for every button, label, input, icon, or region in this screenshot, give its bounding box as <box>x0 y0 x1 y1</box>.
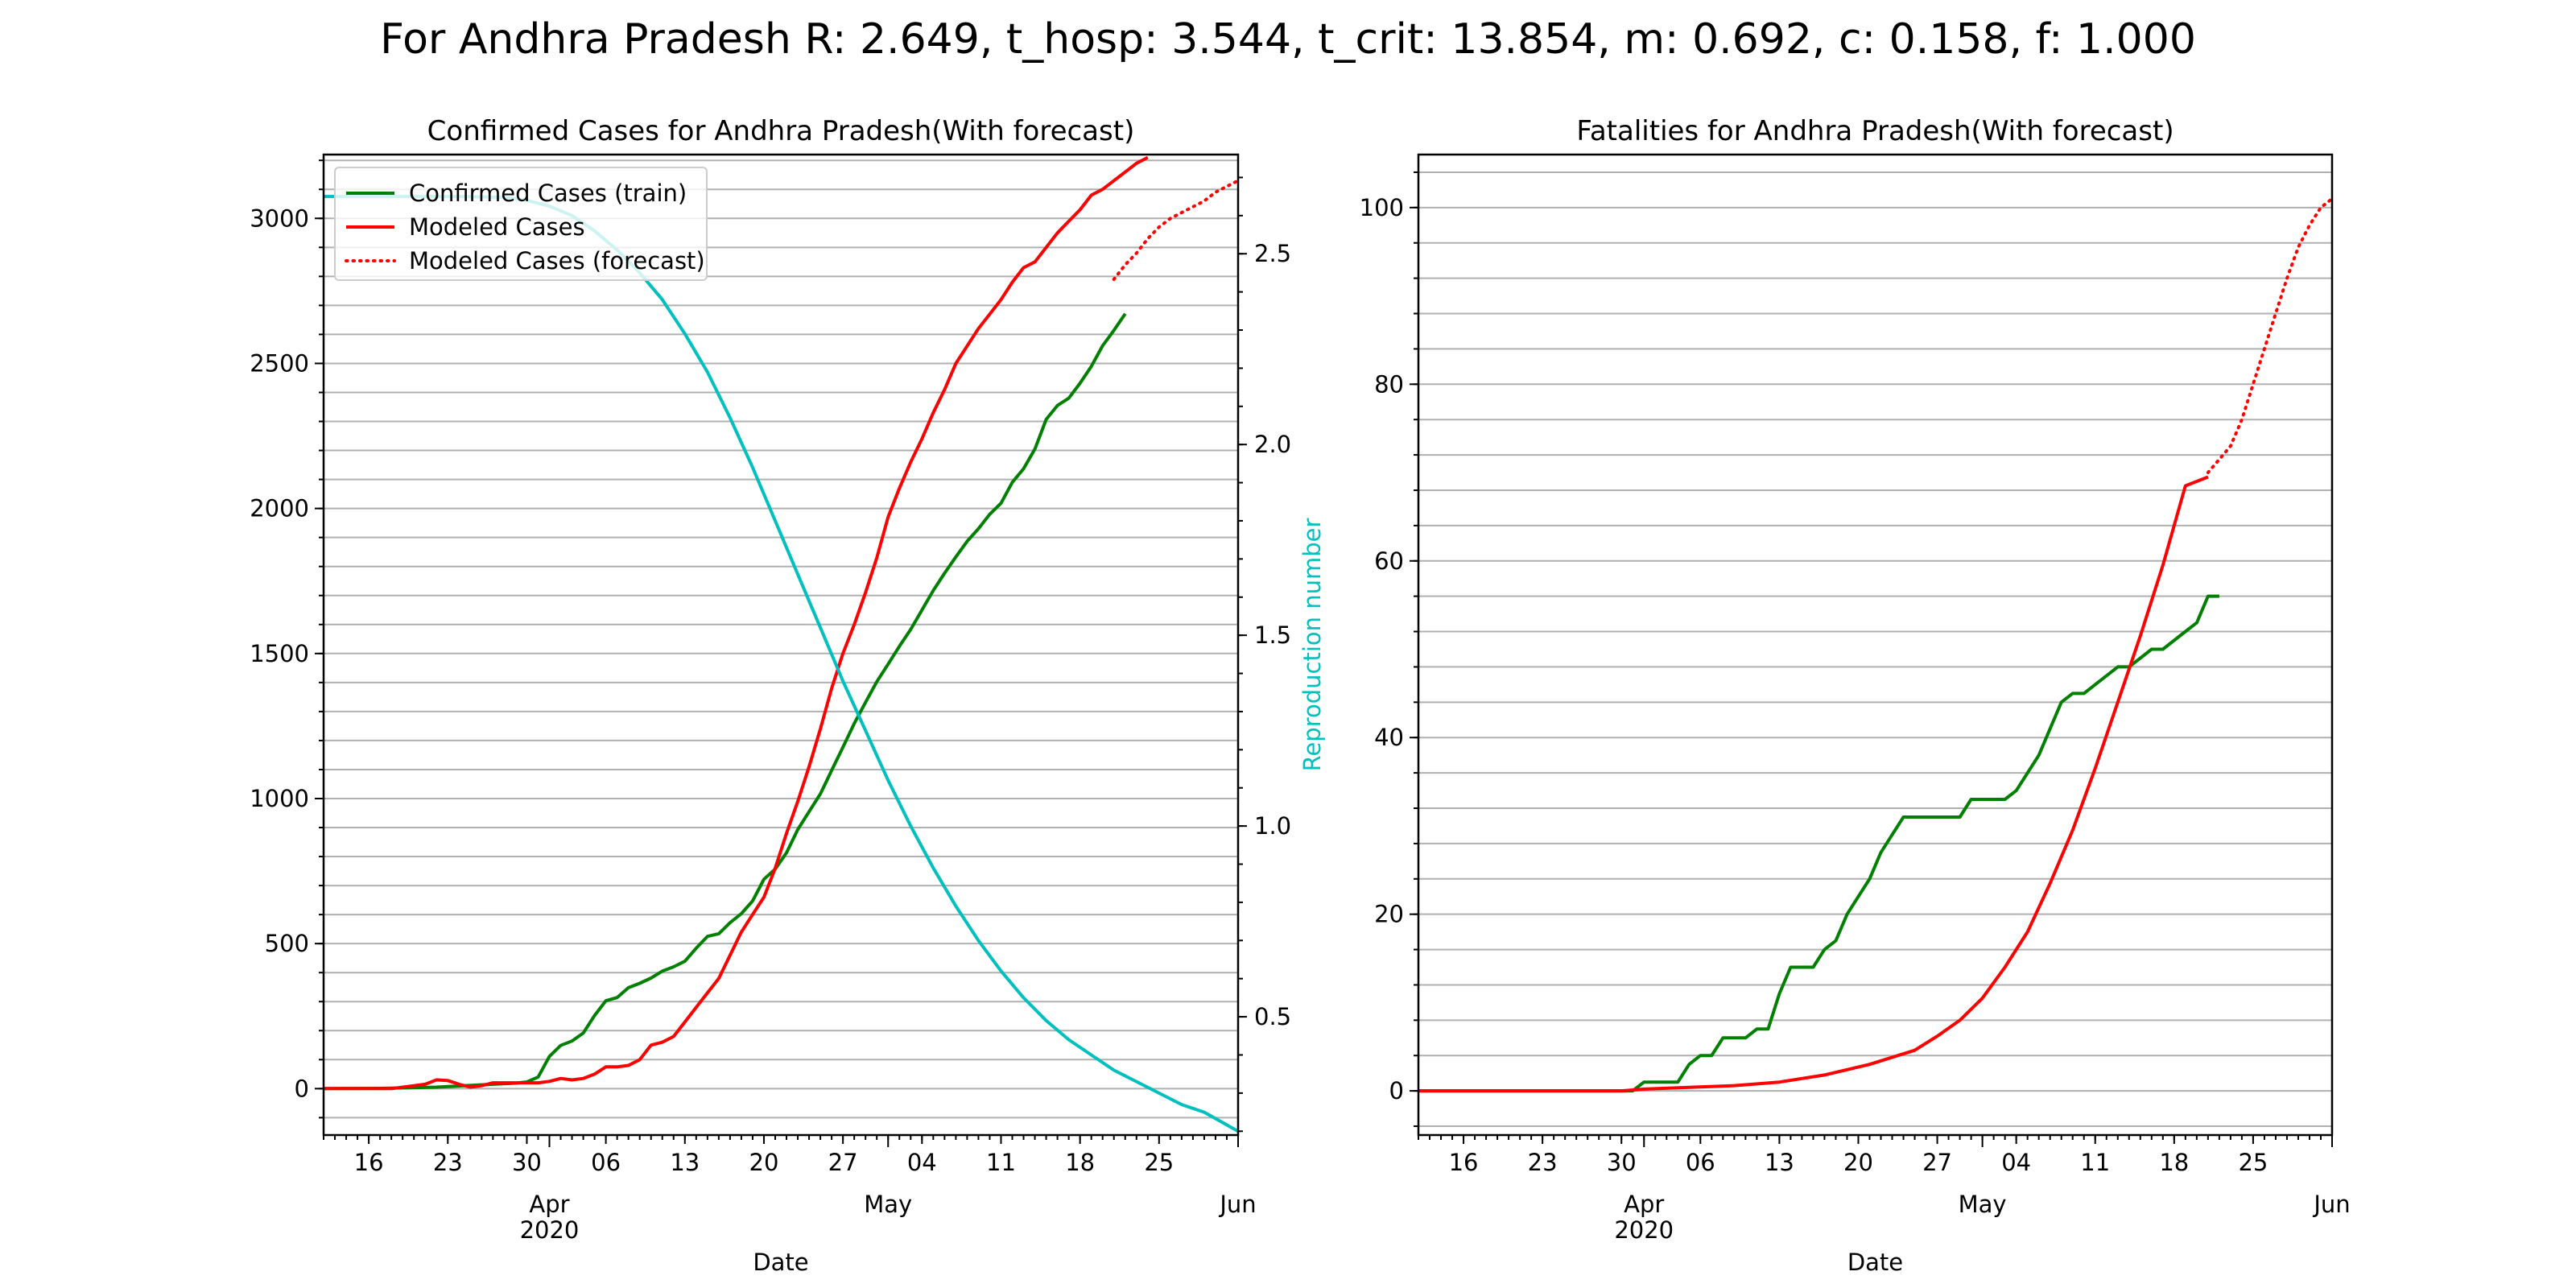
x-tick-label: 04 <box>907 1149 937 1176</box>
x-tick-label: 30 <box>1607 1149 1637 1176</box>
y-tick-label: 100 <box>1360 194 1404 221</box>
y-tick-label: 3000 <box>250 204 309 232</box>
y-right-axis-label: Reproduction number <box>1298 518 1326 772</box>
x-tick-label: 13 <box>1765 1149 1794 1176</box>
x-tick-label: 16 <box>1449 1149 1479 1176</box>
x-month-label: Jun <box>2312 1191 2350 1218</box>
series-modeled-fatalities-forecast <box>2206 196 2332 474</box>
x-tick-label: 04 <box>2001 1149 2031 1176</box>
series-fatalities-train <box>1418 594 2219 1093</box>
x-tick-label: 06 <box>1686 1149 1715 1176</box>
legend-label: Modeled Cases <box>409 213 585 241</box>
chart-title: Fatalities for Andhra Pradesh(With forec… <box>1576 115 2174 147</box>
y-tick-label: 0 <box>1389 1077 1404 1104</box>
x-tick-label: 16 <box>354 1149 384 1176</box>
y-tick-label: 500 <box>265 930 309 957</box>
y-right-tick-label: 2.0 <box>1254 431 1291 458</box>
plot-frame <box>1417 153 2334 1137</box>
x-tick-label: 20 <box>1843 1149 1873 1176</box>
x-tick-label: 13 <box>670 1149 700 1176</box>
series-modeled-cases-forecast <box>1112 179 1238 281</box>
y-tick-label: 40 <box>1374 724 1404 751</box>
series-confirmed-cases-train <box>324 312 1127 1091</box>
y-tick-label: 2000 <box>250 495 309 522</box>
x-year-label: 2020 <box>520 1216 580 1244</box>
y-tick-label: 1000 <box>250 785 309 812</box>
series-reproduction-number <box>324 195 1238 1133</box>
y-right-tick-label: 1.0 <box>1254 812 1291 840</box>
legend-label: Confirmed Cases (train) <box>409 180 687 207</box>
x-tick-label: 11 <box>2080 1149 2110 1176</box>
y-right-tick-label: 2.5 <box>1254 240 1291 267</box>
series-modeled-cases <box>324 155 1149 1091</box>
x-month-label: May <box>1959 1191 2007 1218</box>
x-month-label: Apr <box>1624 1191 1664 1218</box>
x-tick-label: 27 <box>828 1149 858 1176</box>
y-tick-label: 80 <box>1374 370 1404 398</box>
x-tick-label: 18 <box>1065 1149 1095 1176</box>
series-modeled-fatalities <box>1418 475 2209 1093</box>
fatalities-chart: 0 20 40 60 80 100 16 23 30 06 13 20 27 04 11 18 25 Apr202… <box>1360 115 2351 1276</box>
x-month-label: Apr <box>529 1191 569 1218</box>
legend-box <box>334 167 708 281</box>
y-right-tick-label: 1.5 <box>1254 621 1291 649</box>
chart-title: Confirmed Cases for Andhra Pradesh(With … <box>427 115 1135 147</box>
x-axis-label: Date <box>753 1249 808 1276</box>
y-tick-label: 0 <box>295 1075 309 1102</box>
series-group <box>324 155 1238 1133</box>
plot-frame <box>322 153 1240 1137</box>
y-tick-label: 20 <box>1374 901 1404 928</box>
figure-suptitle: For Andhra Pradesh R: 2.649, t_hosp: 3.5… <box>380 15 2196 64</box>
x-month-label: Jun <box>1218 1191 1256 1218</box>
legend-label: Modeled Cases (forecast) <box>409 247 705 275</box>
series-group <box>1418 196 2332 1093</box>
x-tick-label: 18 <box>2159 1149 2189 1176</box>
x-tick-label: 27 <box>1922 1149 1952 1176</box>
y-tick-label: 2500 <box>250 349 309 377</box>
x-tick-label: 30 <box>512 1149 542 1176</box>
y-tick-label: 1500 <box>250 640 309 667</box>
x-tick-label: 25 <box>2238 1149 2268 1176</box>
y-right-tick-label: 0.5 <box>1254 1003 1291 1030</box>
x-month-label: May <box>864 1191 912 1218</box>
confirmed-cases-chart: 0 500 1000 1500 2000 2500 3000 16 23 30 06 13 20 27 04… <box>250 115 1326 1276</box>
x-year-label: 2020 <box>1614 1216 1674 1244</box>
x-tick-label: 23 <box>433 1149 463 1176</box>
x-tick-label: 20 <box>749 1149 779 1176</box>
legend: Confirmed Cases (train) Modeled Cases Mode… <box>334 167 708 281</box>
x-tick-label: 06 <box>591 1149 621 1176</box>
x-tick-label: 25 <box>1144 1149 1174 1176</box>
x-tick-label: 11 <box>986 1149 1016 1176</box>
x-axis-label: Date <box>1847 1249 1903 1276</box>
y-tick-label: 60 <box>1374 547 1404 575</box>
x-tick-label: 23 <box>1528 1149 1558 1176</box>
